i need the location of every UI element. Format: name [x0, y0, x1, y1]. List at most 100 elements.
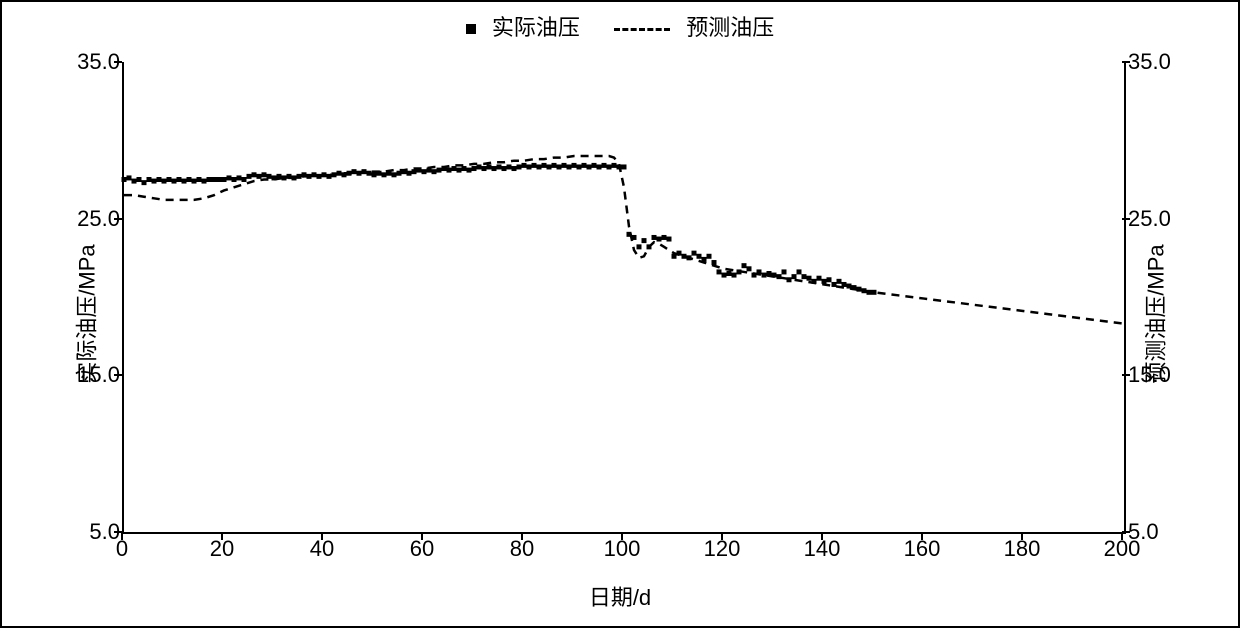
data-point [557, 164, 562, 169]
data-point [432, 169, 437, 174]
data-point [717, 269, 722, 274]
data-point [152, 179, 157, 184]
data-point [792, 274, 797, 279]
data-point [827, 277, 832, 282]
data-point [592, 163, 597, 168]
data-point [582, 163, 587, 168]
data-point [817, 276, 822, 281]
data-point [742, 263, 747, 268]
data-point [657, 237, 662, 242]
data-point [547, 164, 552, 169]
data-point [732, 273, 737, 278]
data-point [227, 175, 232, 180]
data-point [522, 163, 527, 168]
data-point [652, 235, 657, 240]
data-point [407, 171, 412, 176]
y-right-tick-label: 35.0 [1128, 49, 1171, 75]
data-point [562, 163, 567, 168]
data-point [622, 164, 627, 169]
data-point [372, 172, 377, 177]
data-point [207, 177, 212, 182]
data-point [797, 269, 802, 274]
data-point [572, 163, 577, 168]
data-point [262, 172, 267, 177]
y-right-tick-label: 15.0 [1128, 362, 1171, 388]
data-point [412, 169, 417, 174]
data-point [232, 177, 237, 182]
data-point [197, 177, 202, 182]
y-left-tick-mark [114, 61, 122, 63]
data-point [187, 177, 192, 182]
actual-series [122, 163, 877, 295]
plot-svg [124, 62, 1124, 532]
data-point [392, 172, 397, 177]
data-point [397, 171, 402, 176]
chart-legend: 实际油压 预测油压 [2, 10, 1238, 42]
data-point [477, 164, 482, 169]
y-right-tick-label: 25.0 [1128, 206, 1171, 232]
data-point [462, 166, 467, 171]
data-point [467, 168, 472, 173]
data-point [137, 177, 142, 182]
data-point [602, 163, 607, 168]
predicted-series [124, 156, 1124, 324]
data-point [527, 164, 532, 169]
data-point [182, 179, 187, 184]
data-point [147, 177, 152, 182]
data-point [167, 177, 172, 182]
data-point [192, 179, 197, 184]
data-point [637, 244, 642, 249]
data-point [497, 164, 502, 169]
data-point [502, 166, 507, 171]
x-axis-label: 日期/d [2, 580, 1238, 612]
data-point [312, 172, 317, 177]
data-point [542, 163, 547, 168]
data-point [492, 166, 497, 171]
y-left-tick-mark [114, 218, 122, 220]
chart-container: 实际油压 预测油压 实际油压/MPa 预测油压/MPa 日期/d 5.015.0… [0, 0, 1240, 628]
data-point [352, 169, 357, 174]
data-point [762, 273, 767, 278]
data-point [122, 177, 127, 182]
data-point [552, 163, 557, 168]
data-point [222, 177, 227, 182]
data-point [132, 179, 137, 184]
data-point [517, 164, 522, 169]
legend-label-predicted: 预测油压 [686, 15, 774, 40]
data-point [707, 254, 712, 259]
data-point [247, 174, 252, 179]
data-point [382, 172, 387, 177]
legend-item-predicted: 预测油压 [614, 10, 774, 42]
data-point [127, 175, 132, 180]
legend-item-actual: 实际油压 [466, 10, 580, 42]
data-point [422, 169, 427, 174]
data-point [597, 164, 602, 169]
data-point [142, 180, 147, 185]
data-point [257, 174, 262, 179]
data-point [202, 179, 207, 184]
data-point [177, 177, 182, 182]
data-point [487, 164, 492, 169]
data-point [242, 177, 247, 182]
data-point [837, 279, 842, 284]
data-point [747, 266, 752, 271]
data-point [157, 177, 162, 182]
data-point [297, 174, 302, 179]
data-point [727, 271, 732, 276]
data-point [537, 164, 542, 169]
data-point [612, 163, 617, 168]
data-point [267, 174, 272, 179]
data-point [532, 163, 537, 168]
data-point [587, 164, 592, 169]
dash-line-icon [614, 28, 670, 31]
data-point [237, 175, 242, 180]
data-point [697, 254, 702, 259]
data-point [252, 172, 257, 177]
data-point [447, 168, 452, 173]
data-point [607, 164, 612, 169]
data-point [667, 237, 672, 242]
data-point [722, 273, 727, 278]
data-point [567, 164, 572, 169]
data-point [662, 235, 667, 240]
data-point [437, 168, 442, 173]
